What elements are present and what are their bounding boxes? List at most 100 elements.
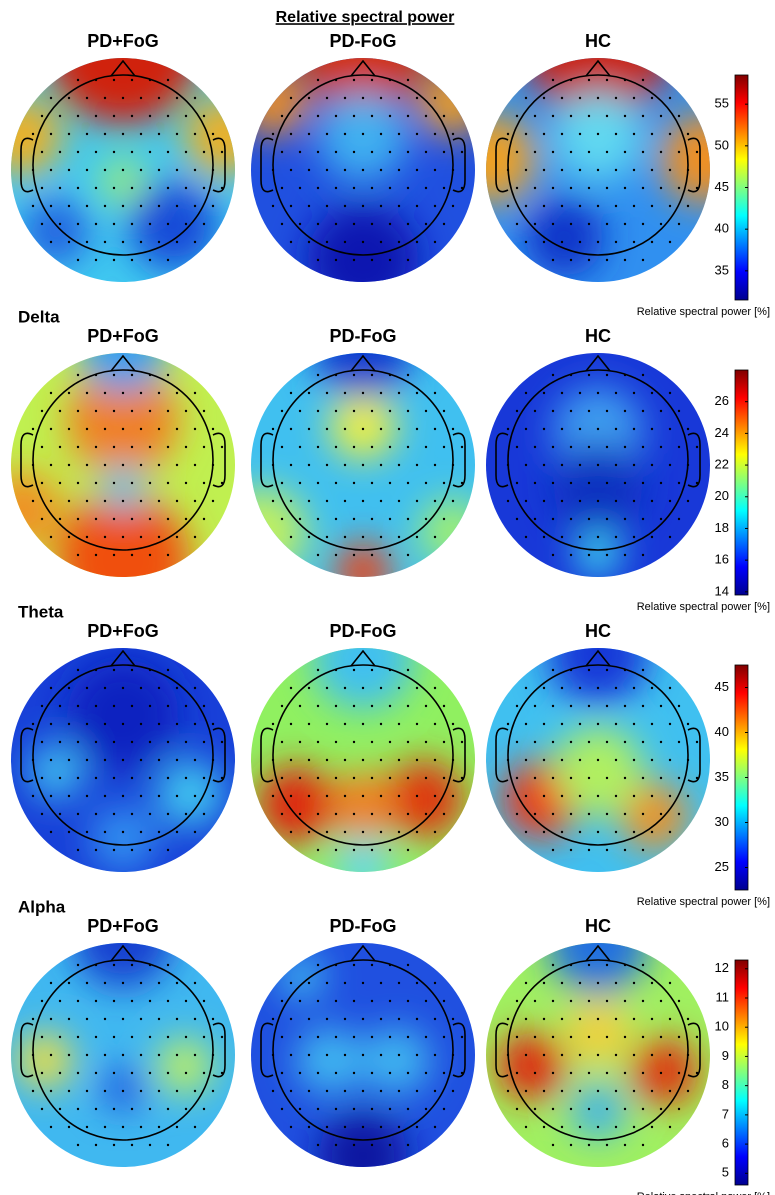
- electrode: [668, 499, 672, 503]
- electrode: [569, 704, 573, 708]
- electrode: [271, 1017, 275, 1021]
- electrode: [166, 999, 170, 1003]
- electrode: [406, 258, 410, 262]
- electrode: [641, 1071, 645, 1075]
- head: [507, 369, 689, 551]
- electrode: [184, 999, 188, 1003]
- electrode: [406, 186, 410, 190]
- electrode: [112, 776, 116, 780]
- electrode: [31, 1017, 35, 1021]
- electrode: [424, 222, 428, 226]
- electrode: [433, 981, 437, 985]
- electrode: [388, 1143, 392, 1147]
- topomap-blobs: [27, 659, 224, 872]
- electrode: [307, 794, 311, 798]
- electrode: [686, 1017, 690, 1021]
- electrode: [397, 168, 401, 172]
- electrode: [379, 981, 383, 985]
- electrode: [632, 758, 636, 762]
- electrode: [515, 740, 519, 744]
- electrode: [139, 981, 143, 985]
- electrode: [193, 722, 197, 726]
- colorbar-tick-label: 10: [715, 1019, 729, 1034]
- electrode: [193, 168, 197, 172]
- electrode: [641, 258, 645, 262]
- blob: [89, 804, 157, 872]
- electrode: [334, 1107, 338, 1111]
- electrode: [85, 96, 89, 100]
- electrode: [67, 830, 71, 834]
- electrode: [632, 794, 636, 798]
- electrode: [67, 1125, 71, 1129]
- electrode: [193, 1053, 197, 1057]
- electrode: [289, 830, 293, 834]
- electrode: [686, 132, 690, 136]
- ear: [687, 432, 701, 488]
- blob: [27, 743, 84, 800]
- electrode: [112, 848, 116, 852]
- electrode: [424, 740, 428, 744]
- blob: [295, 1027, 363, 1095]
- electrode: [130, 1071, 134, 1075]
- electrode: [94, 1107, 98, 1111]
- electrode: [605, 1035, 609, 1039]
- electrode: [370, 668, 374, 672]
- electrode: [211, 794, 215, 798]
- electrode: [307, 1125, 311, 1129]
- electrode: [334, 114, 338, 118]
- electrode: [76, 1143, 80, 1147]
- electrode: [406, 517, 410, 521]
- electrode: [130, 373, 134, 377]
- electrode: [388, 999, 392, 1003]
- electrode: [668, 1089, 672, 1093]
- electrode: [316, 1071, 320, 1075]
- colorbar-tick-label: 7: [722, 1106, 729, 1121]
- electrode: [121, 1089, 125, 1093]
- electrode: [578, 132, 582, 136]
- electrode: [632, 535, 636, 539]
- ear: [687, 137, 701, 193]
- electrode: [542, 981, 546, 985]
- colorbar-label: Relative spectral power [%]: [637, 601, 770, 613]
- electrode: [397, 830, 401, 834]
- electrode: [361, 463, 365, 467]
- electrode: [424, 445, 428, 449]
- electrode: [641, 1107, 645, 1111]
- electrode: [298, 481, 302, 485]
- electrode: [623, 553, 627, 557]
- electrode: [451, 1017, 455, 1021]
- electrode: [40, 1107, 44, 1111]
- electrode: [175, 427, 179, 431]
- electrode: [551, 409, 555, 413]
- electrode: [148, 1143, 152, 1147]
- electrode: [677, 186, 681, 190]
- electrode: [166, 704, 170, 708]
- electrode: [58, 812, 62, 816]
- head: [507, 74, 689, 256]
- electrode: [325, 758, 329, 762]
- electrode: [641, 445, 645, 449]
- electrode: [289, 240, 293, 244]
- colorbar-tick-label: 55: [715, 96, 729, 111]
- electrode: [166, 553, 170, 557]
- electrode: [560, 1017, 564, 1021]
- electrode: [397, 1125, 401, 1129]
- electrode: [641, 78, 645, 82]
- electrode: [130, 481, 134, 485]
- electrode: [316, 409, 320, 413]
- electrode: [85, 722, 89, 726]
- electrode: [130, 445, 134, 449]
- electrode: [578, 1017, 582, 1021]
- electrode: [85, 1017, 89, 1021]
- electrode: [587, 78, 591, 82]
- electrode: [388, 409, 392, 413]
- electrode: [388, 704, 392, 708]
- electrode: [659, 445, 663, 449]
- electrode: [121, 758, 125, 762]
- electrode: [605, 963, 609, 967]
- electrode: [406, 1035, 410, 1039]
- electrode: [166, 114, 170, 118]
- electrode: [157, 499, 161, 503]
- electrode: [202, 409, 206, 413]
- electrode: [352, 848, 356, 852]
